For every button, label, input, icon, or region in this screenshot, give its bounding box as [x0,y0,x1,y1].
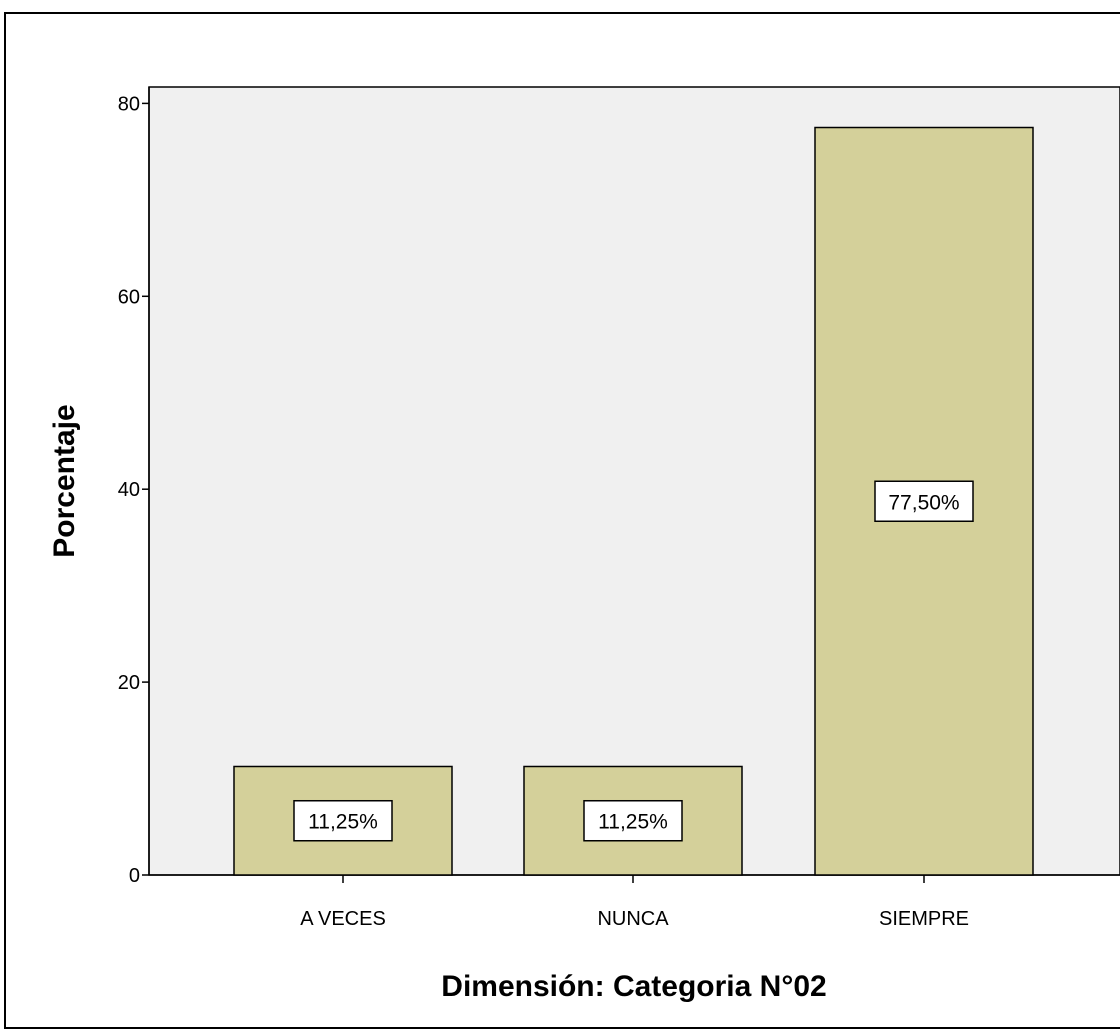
data-label-box [293,799,393,842]
data-label-box [583,799,683,842]
y-axis: 0 20 40 60 80 [118,87,150,887]
data-label-box [874,480,974,523]
y-axis-title: Porcentaje [48,404,81,557]
data-label: 11,25% [598,811,668,834]
x-tick-label: NUNCA [597,908,669,930]
y-tick-label: 60 [118,286,140,308]
data-label: 77,50% [888,491,959,514]
data-label: 11,25% [308,811,378,834]
y-tick-label: 0 [129,865,140,887]
data-labels-group: 11,25% 11,25% 77,50% [293,480,974,842]
x-axis: A VECES NUNCA SIEMPRE [149,874,1120,930]
x-tick-label: SIEMPRE [879,908,969,930]
x-tick-label: A VECES [300,908,386,930]
y-tick-label: 80 [118,93,140,115]
y-tick-label: 20 [118,672,140,694]
x-axis-title: Dimensión: Categoria N°02 [441,970,826,1003]
y-tick-label: 40 [118,479,140,501]
